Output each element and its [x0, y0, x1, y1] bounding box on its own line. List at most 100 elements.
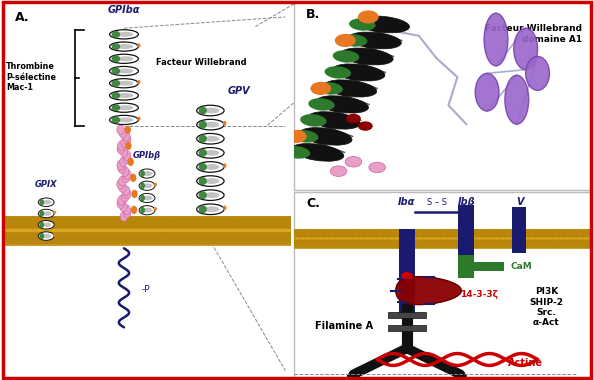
Circle shape	[225, 216, 235, 229]
Ellipse shape	[112, 31, 120, 38]
Circle shape	[552, 229, 565, 238]
Circle shape	[276, 216, 286, 229]
Circle shape	[97, 216, 106, 229]
Text: GPIX: GPIX	[35, 180, 58, 189]
Circle shape	[405, 229, 418, 238]
Ellipse shape	[197, 204, 224, 215]
Circle shape	[92, 216, 102, 229]
Circle shape	[117, 144, 125, 154]
Circle shape	[364, 229, 377, 238]
Circle shape	[452, 229, 465, 238]
Circle shape	[517, 239, 530, 248]
Circle shape	[317, 229, 330, 238]
Circle shape	[546, 239, 560, 248]
Text: 14-3-3ζ: 14-3-3ζ	[460, 290, 498, 299]
Circle shape	[317, 239, 330, 248]
Circle shape	[200, 216, 209, 229]
Text: GPIbβ: GPIbβ	[133, 151, 161, 160]
Circle shape	[221, 216, 230, 229]
Circle shape	[346, 229, 359, 238]
Circle shape	[124, 208, 131, 218]
Circle shape	[482, 229, 495, 238]
Bar	[458, 255, 475, 277]
Circle shape	[429, 229, 442, 238]
Ellipse shape	[140, 207, 145, 214]
Circle shape	[535, 229, 548, 238]
Circle shape	[122, 131, 130, 141]
Circle shape	[587, 229, 594, 238]
Circle shape	[570, 239, 583, 248]
Circle shape	[0, 216, 8, 229]
Circle shape	[62, 232, 72, 245]
Circle shape	[109, 232, 119, 245]
Circle shape	[268, 216, 277, 229]
Circle shape	[358, 239, 371, 248]
Circle shape	[200, 232, 209, 245]
Ellipse shape	[308, 112, 361, 129]
Circle shape	[137, 80, 141, 84]
Circle shape	[454, 372, 467, 380]
Circle shape	[2, 232, 12, 245]
Ellipse shape	[112, 43, 120, 50]
Circle shape	[305, 229, 318, 238]
Circle shape	[122, 232, 132, 245]
Circle shape	[517, 229, 530, 238]
Circle shape	[280, 216, 290, 229]
Circle shape	[75, 216, 85, 229]
Circle shape	[105, 216, 115, 229]
Ellipse shape	[39, 211, 44, 217]
Ellipse shape	[140, 195, 145, 201]
Ellipse shape	[139, 169, 155, 178]
Ellipse shape	[109, 91, 138, 100]
Circle shape	[488, 239, 501, 248]
Circle shape	[286, 130, 307, 143]
Circle shape	[216, 232, 226, 245]
Circle shape	[493, 229, 506, 238]
Circle shape	[305, 239, 318, 248]
Circle shape	[101, 232, 110, 245]
Circle shape	[161, 232, 170, 245]
Text: Facteur Willebrand
domaine A1: Facteur Willebrand domaine A1	[485, 24, 582, 44]
Circle shape	[272, 232, 282, 245]
Circle shape	[458, 229, 471, 238]
Circle shape	[24, 232, 33, 245]
Circle shape	[71, 216, 80, 229]
Circle shape	[208, 232, 217, 245]
Ellipse shape	[143, 195, 152, 201]
Circle shape	[225, 232, 235, 245]
Circle shape	[62, 216, 72, 229]
Ellipse shape	[112, 117, 120, 124]
Bar	[387, 325, 426, 331]
Ellipse shape	[198, 163, 207, 171]
Ellipse shape	[38, 232, 54, 240]
Circle shape	[440, 239, 453, 248]
Circle shape	[124, 170, 131, 180]
Circle shape	[15, 232, 25, 245]
Ellipse shape	[349, 18, 375, 31]
Ellipse shape	[333, 50, 359, 63]
Circle shape	[118, 216, 128, 229]
Circle shape	[109, 216, 119, 229]
Circle shape	[84, 216, 93, 229]
Circle shape	[381, 239, 394, 248]
Circle shape	[169, 216, 179, 229]
Ellipse shape	[514, 28, 538, 70]
Circle shape	[223, 206, 226, 210]
Circle shape	[148, 216, 157, 229]
Circle shape	[576, 229, 589, 238]
Ellipse shape	[112, 92, 120, 99]
Circle shape	[375, 229, 388, 238]
Ellipse shape	[143, 171, 152, 176]
Circle shape	[370, 239, 383, 248]
Circle shape	[285, 216, 295, 229]
Circle shape	[144, 216, 153, 229]
Ellipse shape	[198, 106, 207, 114]
Circle shape	[127, 216, 136, 229]
Circle shape	[529, 229, 542, 238]
Circle shape	[558, 229, 571, 238]
Circle shape	[216, 216, 226, 229]
Circle shape	[330, 166, 347, 176]
Circle shape	[169, 232, 179, 245]
Text: Ibα: Ibα	[398, 198, 416, 207]
Ellipse shape	[198, 135, 207, 143]
